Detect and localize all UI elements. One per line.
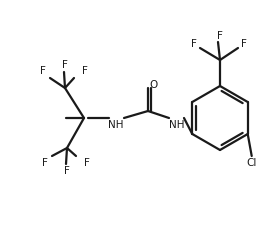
Text: F: F — [84, 158, 90, 168]
Text: F: F — [42, 158, 48, 168]
Text: F: F — [40, 66, 46, 76]
Text: O: O — [149, 80, 157, 90]
Text: F: F — [217, 31, 223, 41]
Text: F: F — [62, 60, 68, 70]
Text: NH: NH — [108, 120, 124, 130]
Text: F: F — [191, 39, 197, 49]
Text: NH: NH — [169, 120, 185, 130]
Text: F: F — [64, 166, 70, 176]
Text: Cl: Cl — [247, 158, 257, 168]
Text: F: F — [82, 66, 88, 76]
Text: F: F — [241, 39, 247, 49]
